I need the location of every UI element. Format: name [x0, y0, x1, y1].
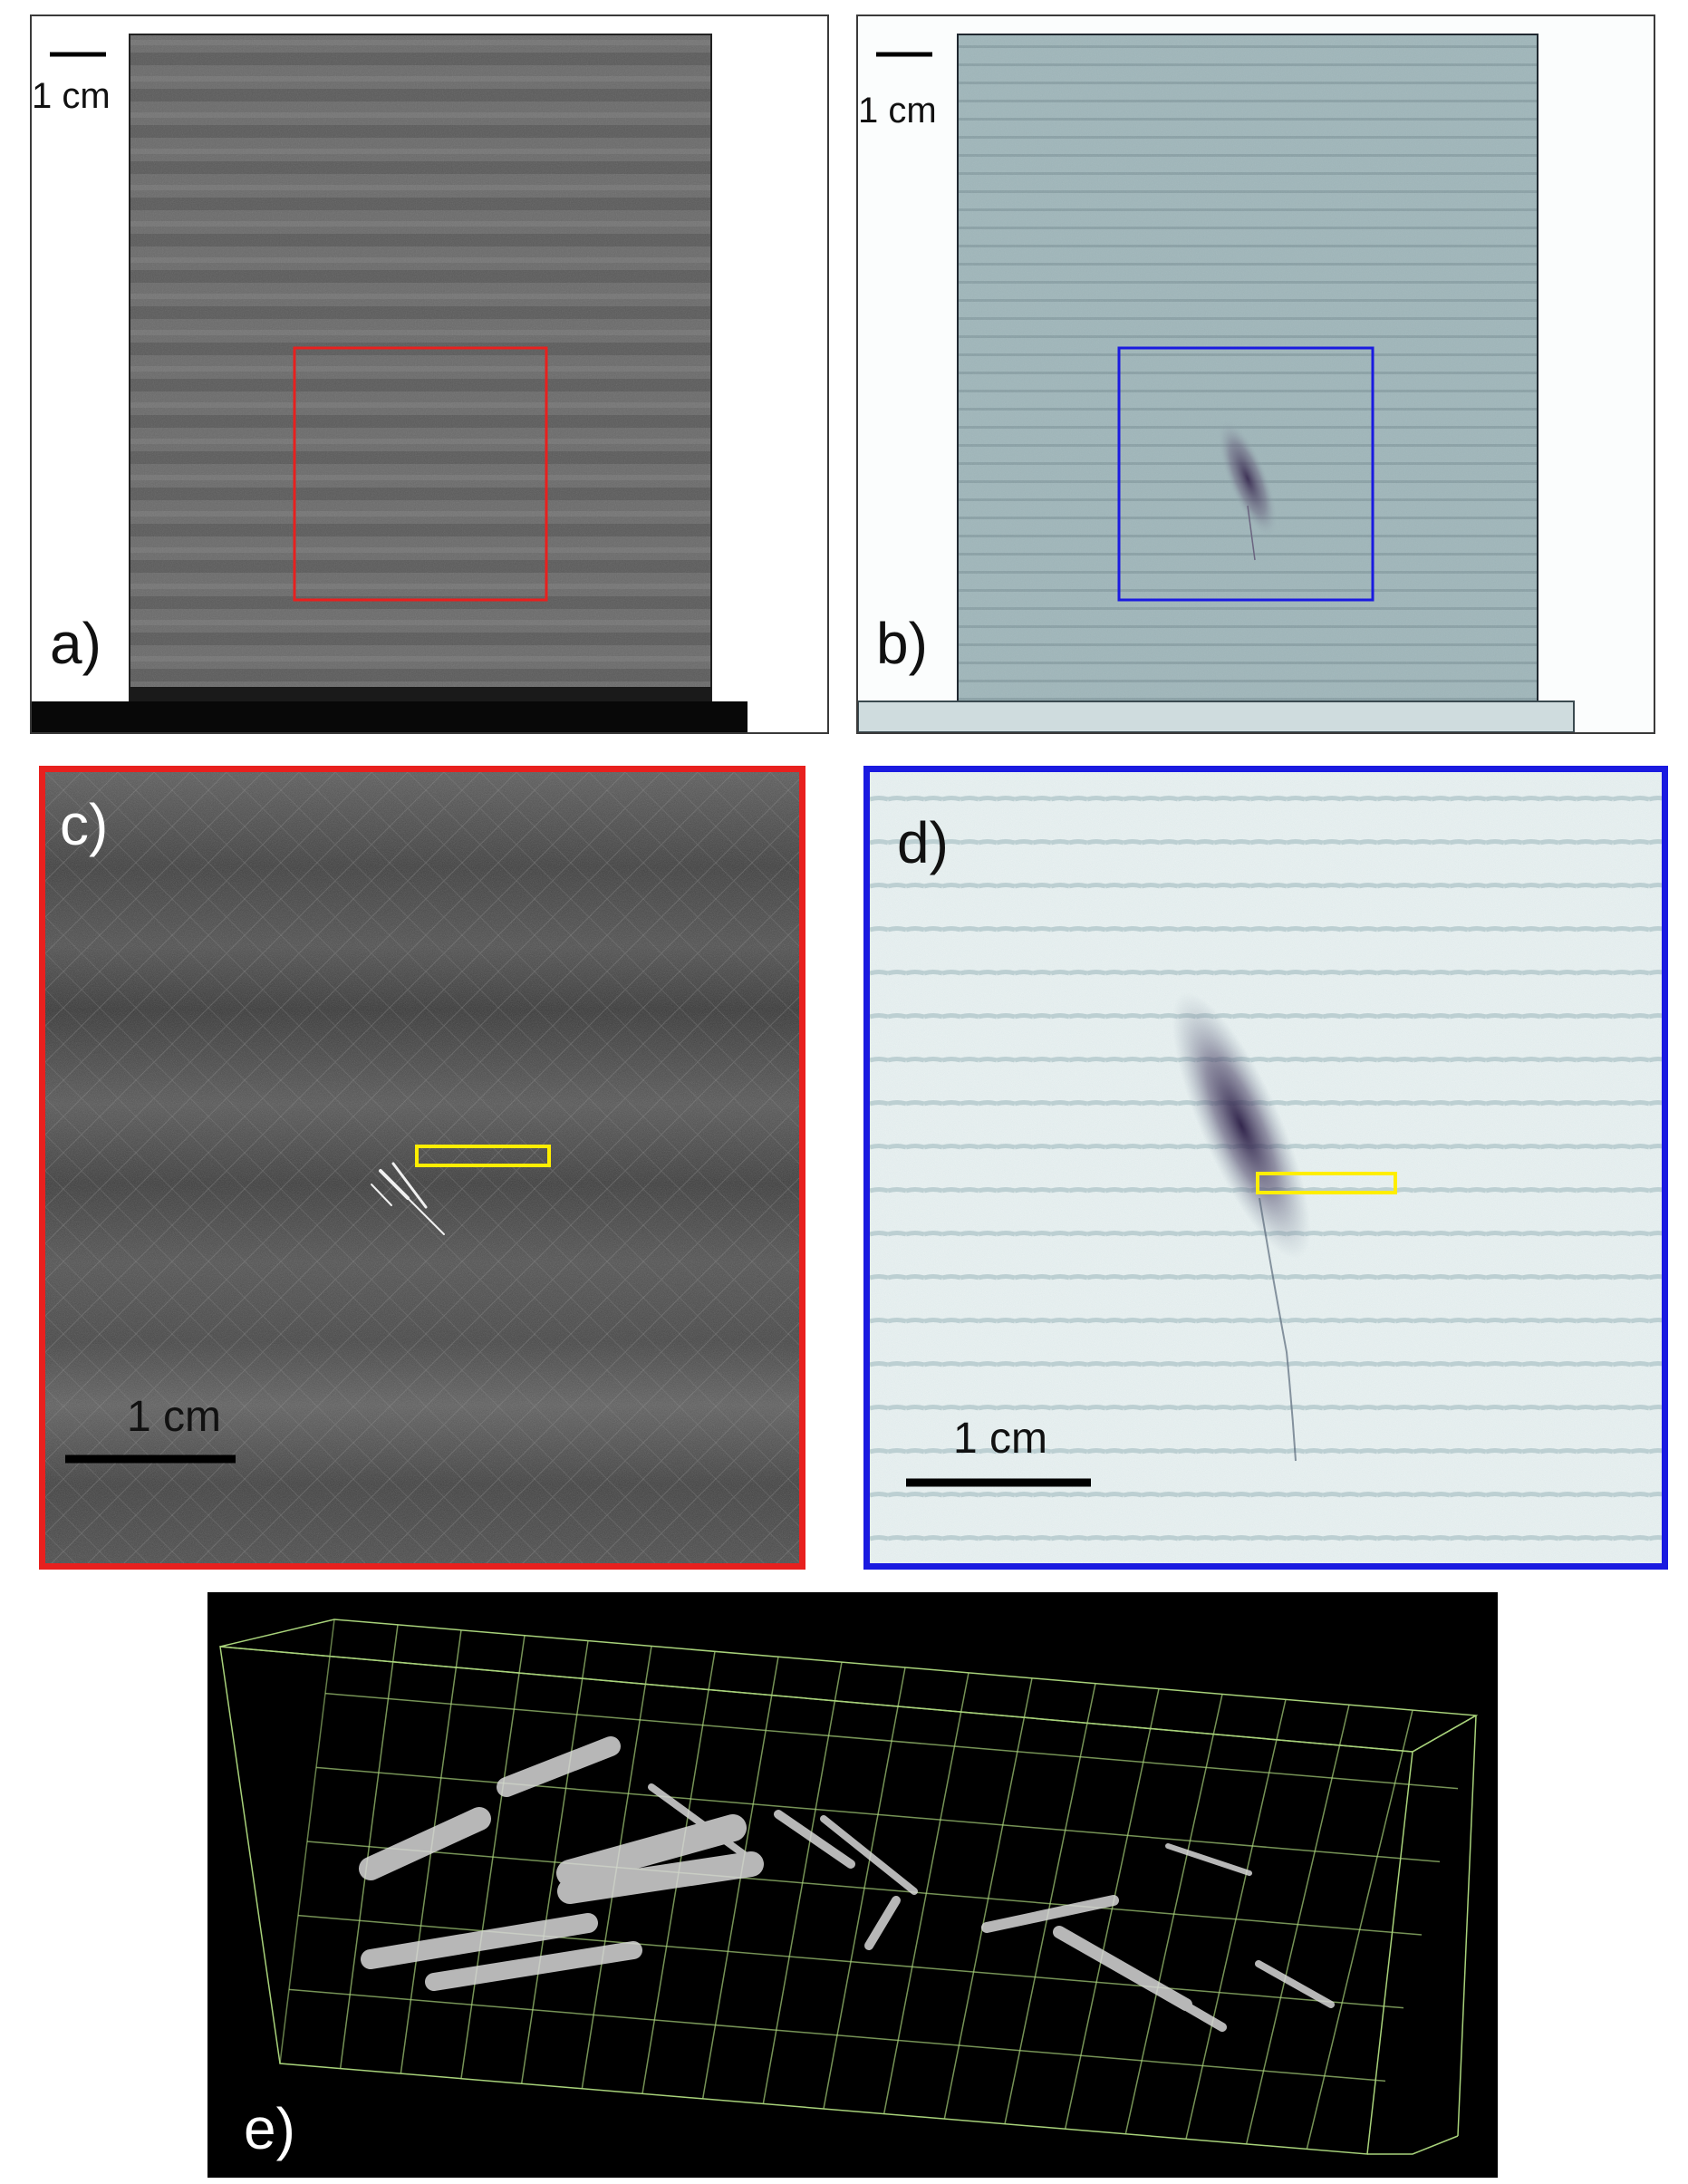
panel-label: a) — [50, 611, 101, 676]
base-plate — [858, 701, 1575, 732]
panel-c: 1 cm c) — [39, 766, 805, 1570]
yellow-marker — [415, 1145, 551, 1167]
panel-b-image — [858, 34, 1575, 732]
yellow-marker — [1256, 1172, 1397, 1194]
panel-label: c) — [60, 792, 109, 857]
roi-box-red — [293, 346, 548, 602]
panel-c-image — [45, 772, 799, 1563]
sample-base — [130, 687, 711, 703]
panel-label: d) — [897, 810, 949, 875]
panel-d-image — [870, 772, 1662, 1563]
scale-bar-label: 1 cm — [858, 91, 937, 130]
damage-region — [1217, 419, 1278, 538]
panel-e-render — [219, 1619, 1479, 2155]
panel-label: e) — [244, 2096, 295, 2161]
scale-bar-label: 1 cm — [127, 1393, 222, 1441]
panel-a-image — [32, 34, 748, 732]
panel-label: b) — [876, 611, 928, 676]
damage-streaks — [371, 1162, 445, 1235]
panel-d: 1 cm d) — [863, 766, 1668, 1570]
roi-box-blue — [1117, 346, 1375, 602]
bounding-box-grid — [219, 1619, 1479, 2155]
scale-bar-label: 1 cm — [953, 1415, 1048, 1463]
panel-e: e) — [207, 1592, 1498, 2178]
base-plate — [32, 701, 748, 732]
fiber-bundles — [359, 1736, 1335, 2032]
panel-b: 1 cm b) — [856, 14, 1655, 734]
panel-a: 1 cm a) — [30, 14, 829, 734]
scale-bar-label: 1 cm — [32, 76, 111, 116]
